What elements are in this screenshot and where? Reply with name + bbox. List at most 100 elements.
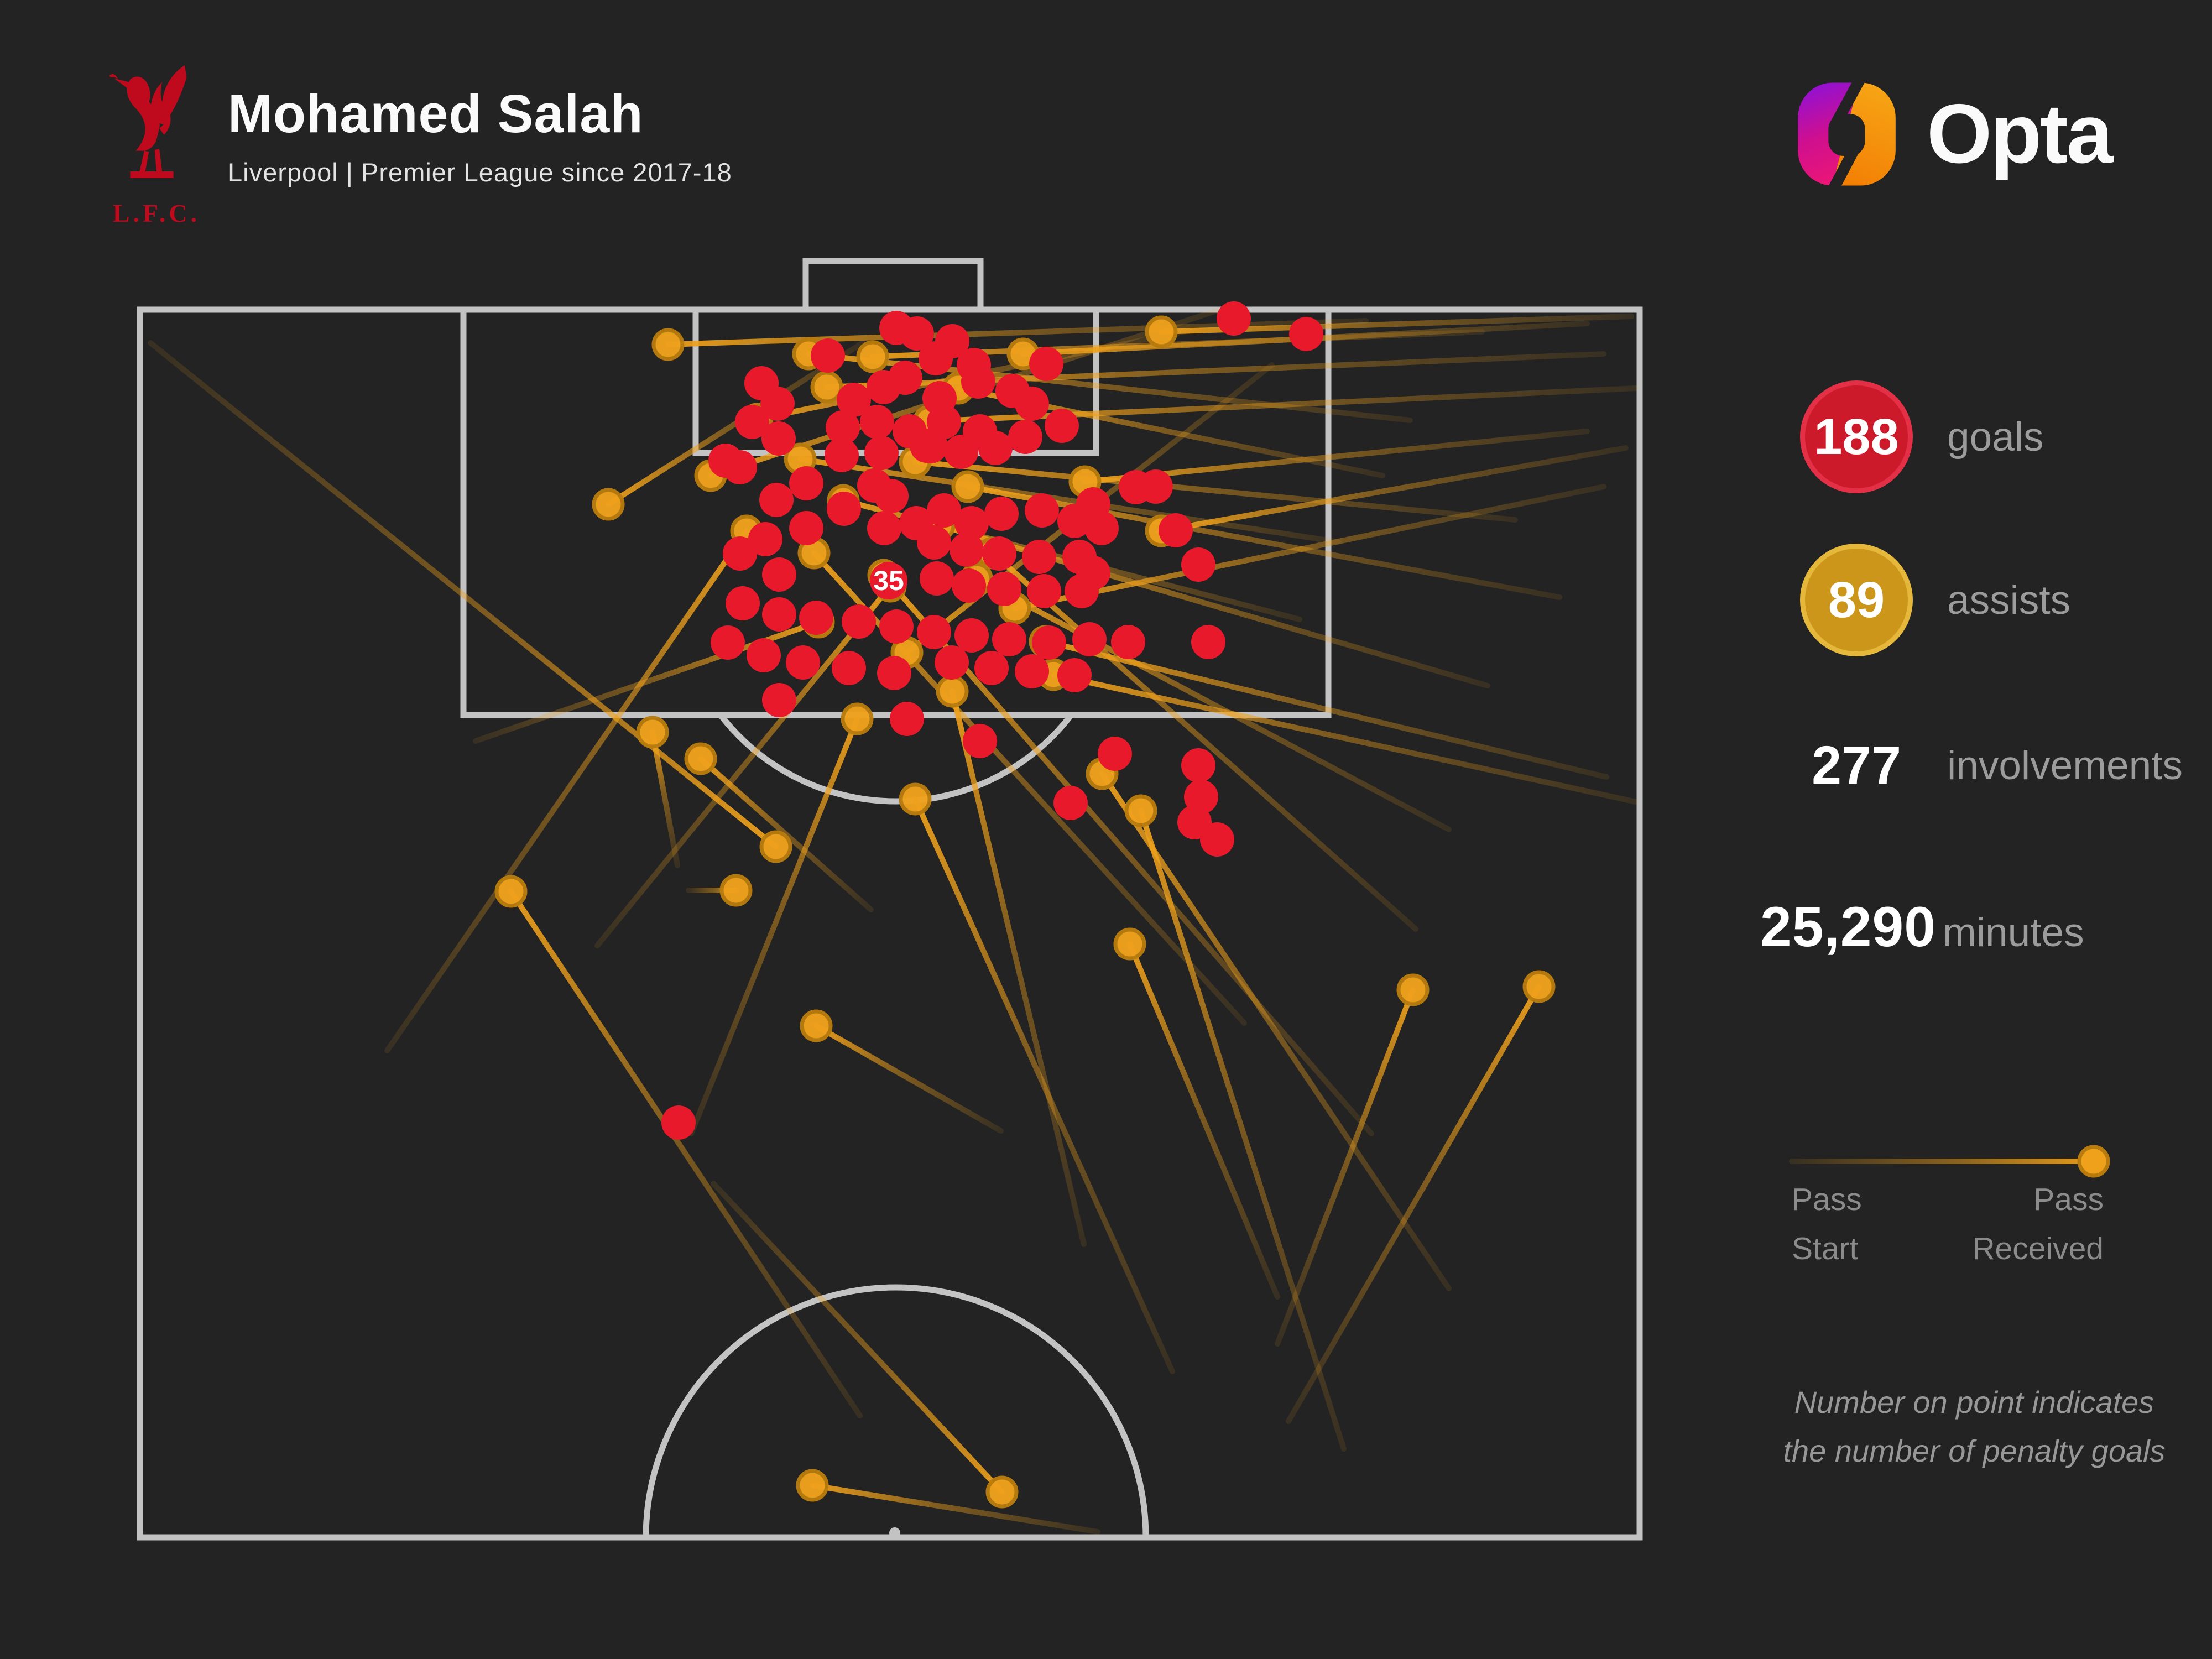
goal-dot bbox=[1098, 737, 1132, 771]
assist-dot bbox=[841, 702, 874, 735]
goal-dot bbox=[867, 511, 901, 545]
assist-dot bbox=[800, 1009, 833, 1042]
goal-dot bbox=[1200, 822, 1234, 857]
goal-dot bbox=[1022, 540, 1056, 574]
goal-dot bbox=[910, 429, 944, 463]
footnote-line-1: Number on point indicates bbox=[1794, 1385, 2154, 1420]
assist-line bbox=[1275, 987, 1416, 1347]
assist-line bbox=[1127, 941, 1280, 1300]
goal-dot bbox=[789, 511, 823, 545]
goals-label: goals bbox=[1947, 414, 2044, 460]
goal-dot bbox=[1072, 622, 1107, 656]
assist-line bbox=[1042, 639, 1609, 780]
goals-value: 188 bbox=[1814, 408, 1899, 465]
assist-dot bbox=[719, 874, 753, 907]
legend-pass-dot bbox=[2077, 1145, 2110, 1178]
goal-dot bbox=[864, 436, 899, 470]
goal-dot bbox=[963, 724, 997, 758]
assist-dot bbox=[1145, 315, 1178, 348]
goal-dot bbox=[987, 572, 1021, 606]
assist-dot bbox=[1396, 973, 1430, 1006]
goal-dot bbox=[786, 645, 820, 680]
goals-badge: 188 bbox=[1800, 380, 1913, 493]
assist-dot bbox=[796, 1469, 829, 1502]
opta-wordmark: Opta bbox=[1927, 87, 2113, 181]
assist-line bbox=[711, 1181, 1005, 1495]
goal-dot bbox=[825, 438, 859, 472]
assist-dot bbox=[684, 742, 717, 775]
assists-label: assists bbox=[1947, 577, 2071, 623]
assist-line bbox=[1159, 445, 1629, 534]
goal-dot bbox=[944, 435, 978, 469]
goal-dot bbox=[978, 431, 1013, 465]
assist-line bbox=[1099, 771, 1452, 1291]
goal-dot bbox=[954, 506, 989, 540]
assist-line bbox=[1012, 484, 1606, 611]
goal-dot bbox=[837, 383, 871, 417]
goal-dot bbox=[874, 479, 909, 513]
assist-dot bbox=[651, 328, 685, 361]
assist-line bbox=[912, 796, 1175, 1374]
goal-dot bbox=[877, 656, 911, 690]
assist-line bbox=[965, 484, 1562, 600]
goal-dot bbox=[1139, 469, 1173, 504]
liverpool-crest: L.F.C. bbox=[93, 64, 220, 228]
goal-dot bbox=[762, 597, 796, 632]
goal-dot bbox=[1191, 625, 1225, 659]
goal-dot bbox=[811, 338, 845, 373]
goal-dot bbox=[842, 604, 876, 639]
goal-dot bbox=[799, 601, 833, 635]
goal-dot bbox=[1217, 301, 1251, 336]
goal-dot bbox=[860, 405, 894, 439]
assists-badge: 89 bbox=[1800, 544, 1913, 656]
centre-circle-arc bbox=[643, 1284, 1149, 1538]
goal-dot bbox=[1025, 493, 1059, 528]
stat-assists: 89 assists bbox=[1800, 544, 2070, 656]
assist-dot bbox=[1113, 927, 1146, 961]
goal-dot bbox=[920, 561, 954, 596]
goal-dot bbox=[1027, 574, 1061, 608]
assist-dot bbox=[1522, 970, 1556, 1003]
minutes-label: minutes bbox=[1942, 910, 2084, 955]
assist-dot bbox=[759, 830, 792, 863]
goal-dot bbox=[735, 405, 769, 439]
goal-dot bbox=[982, 536, 1016, 571]
assist-dot bbox=[985, 1475, 1019, 1509]
assist-line bbox=[912, 459, 1518, 523]
goal-dot bbox=[919, 341, 953, 375]
stat-goals: 188 goals bbox=[1800, 380, 2044, 493]
goal-dot bbox=[747, 638, 781, 672]
goal-dot bbox=[935, 645, 969, 680]
goal-dot bbox=[984, 497, 1019, 531]
assist-line bbox=[810, 1483, 1100, 1535]
assists-value: 89 bbox=[1828, 571, 1885, 628]
assist-line bbox=[1286, 984, 1542, 1424]
assist-line bbox=[650, 729, 680, 868]
involvements-label: involvements bbox=[1947, 743, 2183, 788]
assist-line bbox=[1082, 429, 1590, 484]
goal-dot bbox=[1289, 317, 1323, 351]
assist-line bbox=[148, 340, 779, 849]
goal-dot bbox=[992, 622, 1026, 656]
assist-line bbox=[384, 528, 749, 1053]
goal-dot bbox=[917, 525, 951, 560]
assist-dot bbox=[810, 371, 843, 404]
goal-dot bbox=[1032, 625, 1066, 660]
involvements-value: 277 bbox=[1812, 735, 1901, 795]
goal-dot bbox=[832, 651, 866, 685]
goal-dot bbox=[726, 586, 760, 620]
page-title: Mohamed Salah bbox=[228, 84, 644, 144]
assist-dot bbox=[936, 675, 969, 708]
goal-dot bbox=[723, 450, 757, 484]
assist-line bbox=[811, 550, 1247, 1026]
goal-dot bbox=[1181, 748, 1215, 782]
assist-dot bbox=[592, 488, 625, 521]
assist-line bbox=[974, 576, 1452, 832]
goal-dot bbox=[1053, 786, 1088, 820]
assist-dot bbox=[1124, 794, 1157, 827]
assist-line bbox=[1051, 672, 1639, 805]
goal-dots bbox=[661, 301, 1323, 1140]
assist-dot bbox=[856, 340, 889, 373]
goal-dot bbox=[1111, 625, 1145, 659]
assist-pass-lines bbox=[148, 308, 1639, 1535]
